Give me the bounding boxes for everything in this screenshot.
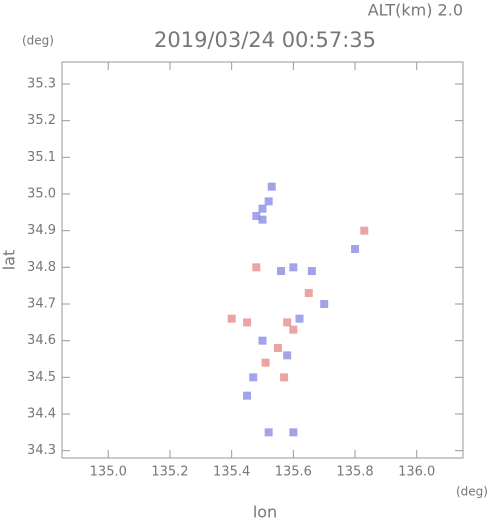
y-tick-label: 35.1 (27, 150, 56, 165)
echo-point (289, 325, 298, 334)
altitude: ALT(km) 2.0 (368, 1, 463, 20)
y-tick-label: 34.5 (27, 370, 56, 385)
echo-point (277, 267, 286, 275)
y-tick-label: 34.6 (27, 333, 56, 348)
y-tick-label: 34.3 (27, 443, 56, 458)
chart-title: 2019/03/24 00:57:35 (154, 28, 376, 52)
x-tick-label: 135.6 (275, 465, 312, 480)
echo-point (243, 318, 252, 327)
echo-point (243, 391, 252, 400)
y-axis-label: lat (0, 250, 19, 271)
echo-point (264, 197, 273, 206)
y-tick-label: 34.4 (27, 407, 56, 422)
echo-point (261, 358, 270, 367)
plot-frame (61, 61, 464, 459)
x-unit: (deg) (456, 485, 488, 499)
echo-point (289, 263, 298, 272)
y-tick-label: 34.8 (27, 260, 56, 275)
x-tick-label: 136.0 (398, 465, 435, 480)
echo-point (295, 314, 304, 323)
echo-point (249, 373, 258, 382)
y-unit: (deg) (22, 34, 54, 48)
echo-point (360, 226, 369, 235)
y-tick-label: 35.2 (27, 113, 56, 128)
x-tick-label: 135.4 (213, 465, 250, 480)
echo-point (273, 344, 282, 352)
echo-point (304, 289, 313, 297)
echo-point (267, 182, 276, 191)
echo-point (280, 373, 289, 382)
x-axis-label: lon (253, 503, 277, 522)
x-tick-label: 135.8 (336, 465, 373, 480)
echo-point (258, 215, 267, 224)
y-tick-label: 35.0 (27, 187, 56, 202)
y-tick-label: 35.3 (27, 77, 56, 92)
echo-point (289, 428, 298, 437)
echo-point (258, 336, 267, 345)
echo-point (283, 318, 292, 327)
y-tick-label: 34.7 (27, 297, 56, 312)
echo-point (351, 245, 360, 253)
echo-point (258, 204, 267, 213)
echo-point (252, 263, 261, 272)
echo-point (227, 314, 236, 323)
echo-point (320, 300, 329, 308)
echo-point (264, 428, 273, 437)
y-tick-label: 34.9 (27, 223, 56, 238)
x-tick-label: 135.0 (90, 465, 127, 480)
echo-point (283, 351, 292, 360)
echo-point (252, 212, 261, 220)
echo-point (307, 267, 316, 275)
x-tick-label: 135.2 (151, 465, 188, 480)
